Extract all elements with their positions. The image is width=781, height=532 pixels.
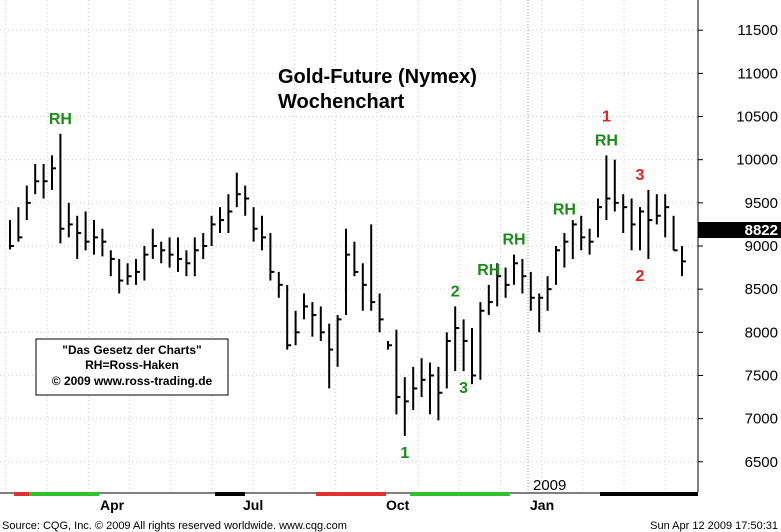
strip-green-1: [29, 492, 99, 496]
annotation-label: 1: [400, 445, 409, 462]
y-tick-label-9000: 9000: [745, 238, 778, 255]
x-label-jul: Jul: [243, 497, 263, 513]
price-bars: [9, 133, 686, 436]
strip-black-2: [600, 492, 698, 496]
annotation-label: 3: [459, 380, 468, 397]
x-label-apr: Apr: [100, 497, 125, 513]
footer-timestamp: Sun Apr 12 2009 17:50:31: [650, 520, 778, 532]
y-tick-label-9500: 9500: [745, 195, 778, 212]
strip-red-1: [14, 492, 29, 496]
strip-green-2: [410, 492, 510, 496]
y-tick-label-10500: 10500: [736, 109, 778, 126]
x-label-jan: Jan: [530, 497, 554, 513]
legend-line-1: "Das Gesetz der Charts": [62, 343, 201, 357]
y-tick-label-7500: 7500: [745, 367, 778, 384]
x-label-oct: Oct: [386, 497, 410, 513]
y-tick-label-8000: 8000: [745, 324, 778, 341]
legend-border: [35, 338, 229, 396]
chart-title: Gold-Future (Nymex): [278, 66, 477, 88]
footer-source: Source: CQG, Inc. © 2009 All rights rese…: [2, 520, 347, 532]
year-label: 2009: [533, 477, 566, 494]
y-tick-label-6500: 6500: [745, 454, 778, 471]
legend-line-2: RH=Ross-Haken: [85, 358, 179, 372]
annotation-label: RH: [477, 262, 500, 279]
annotation-label: 2: [636, 268, 645, 285]
y-tick-label-11000: 11000: [737, 65, 778, 82]
annotation-label: RH: [595, 132, 618, 149]
footer-bg: [0, 516, 781, 532]
legend-line-3: © 2009 www.ross-trading.de: [52, 374, 213, 388]
footer: Source: CQG, Inc. © 2009 All rights rese…: [0, 516, 781, 532]
y-tick-label-11500: 11500: [737, 22, 778, 39]
x-axis: Apr Jul Oct Jan 2009: [0, 477, 698, 513]
annotation-label: 3: [636, 167, 645, 184]
y-tick-label-8500: 8500: [745, 281, 778, 298]
strip-red-2: [316, 492, 386, 496]
y-axis: 6500 7000 7500 8000 8500 9000 9500 10000 10500 11…: [697, 0, 778, 492]
legend-box: "Das Gesetz der Charts" RH=Ross-Haken © …: [35, 338, 229, 396]
annotation-label: RH: [49, 111, 72, 128]
last-value-label: 8822: [745, 222, 778, 239]
annotation-label: RH: [502, 232, 525, 249]
last-value-badge: 8822: [698, 222, 781, 239]
chart-subtitle: Wochenchart: [278, 91, 405, 113]
annotation-label: 1: [602, 108, 611, 125]
annotation-label: RH: [553, 201, 576, 218]
y-tick-label-10000: 10000: [736, 152, 778, 169]
last-value-bg: [698, 222, 781, 238]
strip-black-1: [215, 492, 245, 496]
annotation-label: 2: [451, 283, 460, 300]
y-tick-label-7000: 7000: [745, 411, 778, 428]
